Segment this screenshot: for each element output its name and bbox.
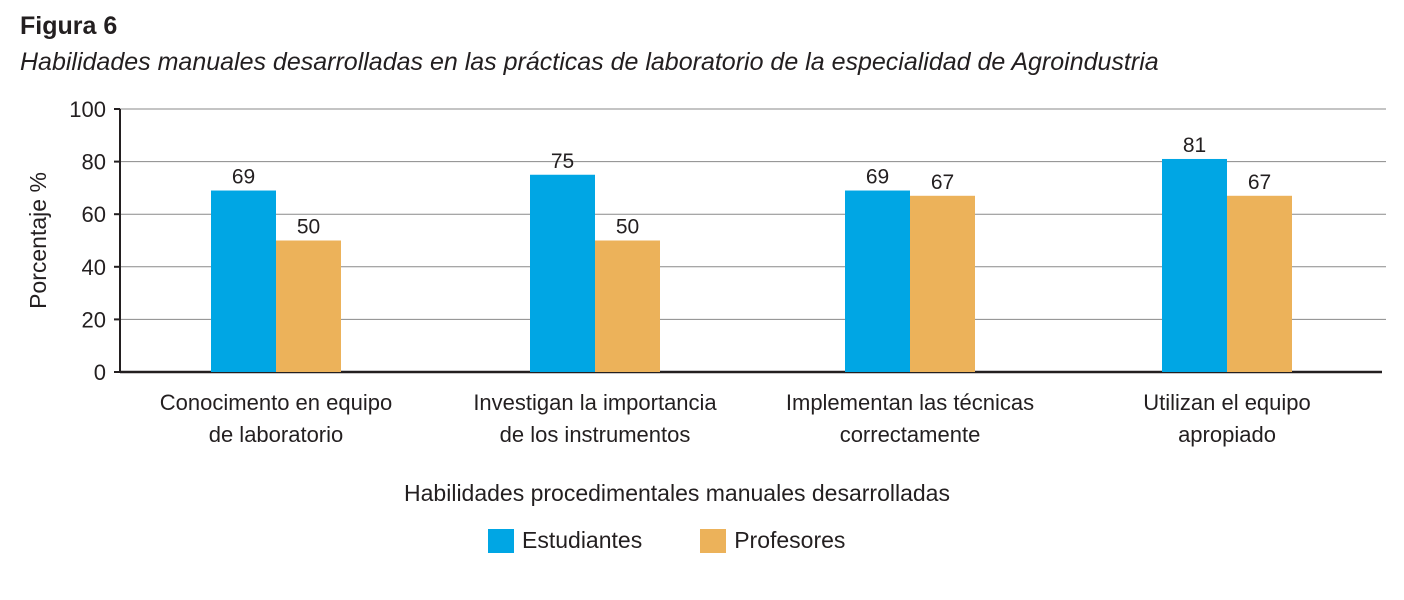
y-tick-label-80: 80 [82,150,106,175]
y-tick-label-20: 20 [82,307,106,332]
data-label-profesores-3: 67 [931,171,954,194]
x-category-label-3-line-1: Implementan las técnicas [786,390,1034,415]
data-label-estudiantes-2: 75 [551,150,574,173]
y-axis-title: Porcentaje % [25,172,51,309]
x-category-label-4-line-1: Utilizan el equipo [1143,390,1311,415]
x-category-label-3-line-2: correctamente [840,422,981,447]
y-tick-label-0: 0 [94,360,106,385]
bar-estudiantes-4 [1162,158,1227,372]
legend-item-estudiantes: Estudiantes [488,527,642,554]
bar-estudiantes-2 [530,174,595,372]
y-tick-label-40: 40 [82,255,106,280]
bar-profesores-1 [276,240,341,372]
bar-profesores-3 [910,195,975,372]
figure-label: Figura 6 [20,12,118,40]
legend-swatch-profesores [700,528,727,553]
x-category-label-1-line-1: Conocimento en equipo [160,390,392,415]
bar-profesores-4 [1227,195,1292,372]
data-label-estudiantes-1: 69 [232,166,255,189]
figure-title: Habilidades manuales desarrolladas en la… [20,48,1159,76]
data-label-profesores-4: 67 [1248,171,1271,194]
x-axis-title: Habilidades procedimentales manuales des… [404,480,950,506]
legend-label-estudiantes: Estudiantes [522,527,643,553]
bar-estudiantes-1 [211,190,276,372]
y-tick-label-100: 100 [69,97,106,122]
x-category-label-2-line-1: Investigan la importancia [473,390,717,415]
data-label-profesores-1: 50 [297,216,320,239]
data-label-estudiantes-4: 81 [1183,134,1206,157]
x-category-label-2-line-2: de los instrumentos [500,422,691,447]
bar-estudiantes-3 [845,190,910,372]
data-label-estudiantes-3: 69 [866,166,889,189]
chart-legend: Estudiantes Profesores [488,527,903,554]
legend-item-profesores: Profesores [700,527,845,554]
legend-label-profesores: Profesores [734,527,846,553]
x-category-label-1-line-2: de laboratorio [209,422,344,447]
y-tick-label-60: 60 [82,202,106,227]
bar-profesores-2 [595,240,660,372]
legend-swatch-estudiantes [488,528,514,553]
x-category-label-4-line-2: apropiado [1178,422,1276,447]
data-label-profesores-2: 50 [616,216,639,239]
